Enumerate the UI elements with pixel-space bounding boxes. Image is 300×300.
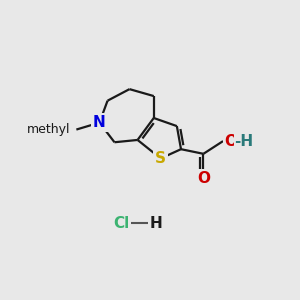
- Text: S: S: [155, 151, 166, 166]
- Text: O: O: [229, 134, 242, 148]
- Text: methyl: methyl: [27, 123, 70, 136]
- Text: H: H: [150, 216, 162, 231]
- Text: N: N: [93, 115, 106, 130]
- Text: -H: -H: [235, 134, 254, 148]
- Text: N: N: [93, 115, 106, 130]
- Text: S: S: [155, 151, 166, 166]
- Text: O: O: [197, 171, 210, 186]
- Text: Cl: Cl: [113, 216, 130, 231]
- Text: O: O: [224, 134, 237, 148]
- Text: O: O: [197, 171, 210, 186]
- Text: H: H: [240, 134, 253, 148]
